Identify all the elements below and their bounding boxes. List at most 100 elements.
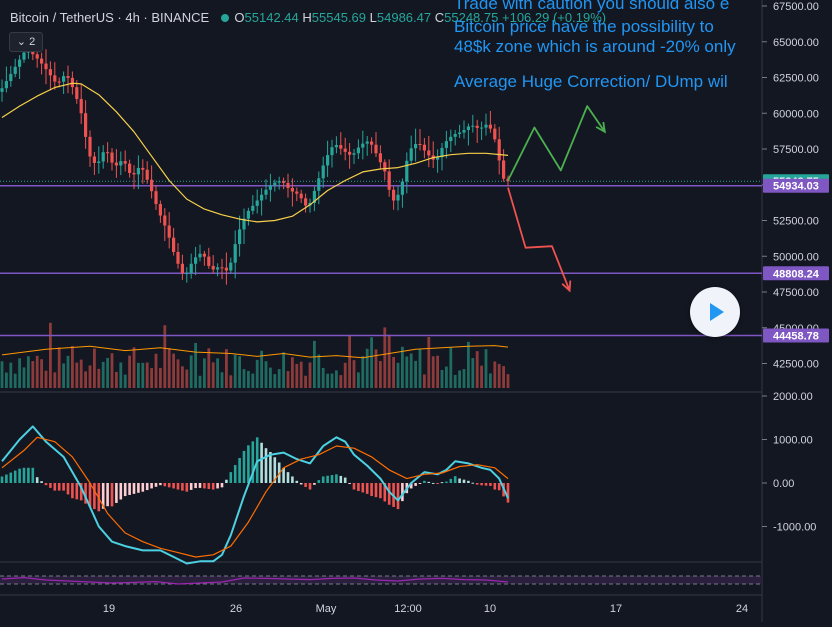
candle-body xyxy=(180,263,184,274)
volume-bar xyxy=(101,361,105,388)
macd-y-tick-label: -1000.00 xyxy=(773,522,816,534)
macd-histogram-bar xyxy=(379,483,382,499)
volume-ma-line xyxy=(1,345,509,359)
volume-bar xyxy=(66,355,70,388)
macd-histogram-bar xyxy=(497,483,501,491)
candle-body xyxy=(264,189,268,195)
volume-bar xyxy=(242,369,246,388)
macd-histogram-bar xyxy=(471,482,475,484)
macd-histogram-bar xyxy=(462,479,466,483)
candle-body xyxy=(251,205,255,211)
volume-bar xyxy=(304,375,307,388)
high-label: H xyxy=(302,10,312,25)
candle-body xyxy=(189,263,193,274)
candle-body xyxy=(260,194,264,201)
candle-body xyxy=(370,141,374,145)
volume-bar xyxy=(62,363,65,388)
volume-bar xyxy=(216,358,219,388)
candle-body xyxy=(145,169,149,180)
volume-bar xyxy=(79,359,83,388)
candle-body xyxy=(70,77,74,88)
candle-body xyxy=(106,152,110,154)
macd-histogram-bar xyxy=(181,483,184,491)
candle-body xyxy=(497,139,501,161)
volume-bar xyxy=(167,348,171,388)
candle-body xyxy=(304,198,308,206)
volume-bar xyxy=(409,353,413,388)
chart-header: Bitcoin / TetherUS · 4h · BINANCE O55142… xyxy=(10,10,606,25)
volume-bar xyxy=(286,371,290,388)
volume-bar xyxy=(260,350,263,388)
candle-body xyxy=(40,58,44,64)
indicator-toggle-button[interactable]: ⌄ 2 xyxy=(9,32,43,52)
macd-histogram-bar xyxy=(431,482,435,484)
macd-histogram-bar xyxy=(277,462,281,483)
macd-histogram-bar xyxy=(31,467,35,483)
candle-body xyxy=(480,127,484,129)
y-tick-label: 62500.00 xyxy=(773,73,819,85)
volume-bar xyxy=(53,372,57,388)
macd-histogram-bar xyxy=(286,472,290,483)
candle-body xyxy=(154,191,158,205)
candle-body xyxy=(409,148,413,161)
volume-bar xyxy=(357,372,360,388)
macd-histogram-bar xyxy=(339,475,343,483)
candle-body xyxy=(493,128,497,140)
candle-body xyxy=(326,155,330,166)
candle-body xyxy=(123,161,127,164)
candle-body xyxy=(0,88,4,92)
volume-bar xyxy=(88,365,92,388)
volume-bar xyxy=(159,367,162,388)
volume-bar xyxy=(93,348,96,388)
candle-body xyxy=(22,52,26,60)
macd-histogram-bar xyxy=(475,483,479,485)
macd-histogram-bar xyxy=(194,483,197,489)
candle-body xyxy=(312,190,316,203)
macd-histogram-bar xyxy=(401,483,404,502)
candle-body xyxy=(440,147,444,158)
candle-body xyxy=(484,124,488,128)
rsi-line xyxy=(1,576,509,585)
volume-bar xyxy=(330,373,334,388)
volume-bar xyxy=(137,362,140,388)
volume-bar xyxy=(387,334,391,388)
volume-bar xyxy=(308,362,312,388)
volume-bar xyxy=(449,347,453,388)
macd-histogram-bar xyxy=(357,483,360,491)
volume-bar xyxy=(119,362,123,388)
volume-bar xyxy=(418,349,422,388)
candle-body xyxy=(4,81,8,89)
candle-body xyxy=(488,124,492,129)
candle-body xyxy=(317,178,321,191)
macd-histogram-bar xyxy=(128,483,131,495)
macd-histogram-bar xyxy=(317,480,321,483)
low-label: L xyxy=(369,10,377,25)
x-tick-label: 17 xyxy=(610,603,622,615)
macd-histogram-bar xyxy=(88,483,92,507)
candle-body xyxy=(277,181,281,183)
volume-bar xyxy=(392,356,395,388)
volume-bar xyxy=(185,369,189,388)
macd-histogram-bar xyxy=(93,483,96,510)
macd-y-tick-label: 0.00 xyxy=(773,478,794,490)
candle-body xyxy=(475,125,479,128)
candle-body xyxy=(101,152,105,162)
open-value: 55142.44 xyxy=(244,10,299,25)
macd-histogram-bar xyxy=(137,483,140,493)
volume-bar xyxy=(471,358,475,388)
volume-bar xyxy=(150,368,153,388)
projection-down-arrow-head xyxy=(561,280,572,293)
candle-body xyxy=(176,251,180,264)
macd-histogram-bar xyxy=(132,483,136,494)
candle-body xyxy=(114,162,118,166)
macd-histogram-bar xyxy=(489,483,492,486)
volume-bar xyxy=(348,334,351,388)
note-line-4: Average Huge Correction/ DUmp wil xyxy=(454,72,728,91)
candle-body xyxy=(295,191,299,194)
candle-body xyxy=(268,185,272,190)
play-button[interactable] xyxy=(690,287,740,337)
projection-up-arrow xyxy=(507,105,606,181)
candle-body xyxy=(75,87,79,99)
macd-histogram-bar xyxy=(436,483,439,484)
